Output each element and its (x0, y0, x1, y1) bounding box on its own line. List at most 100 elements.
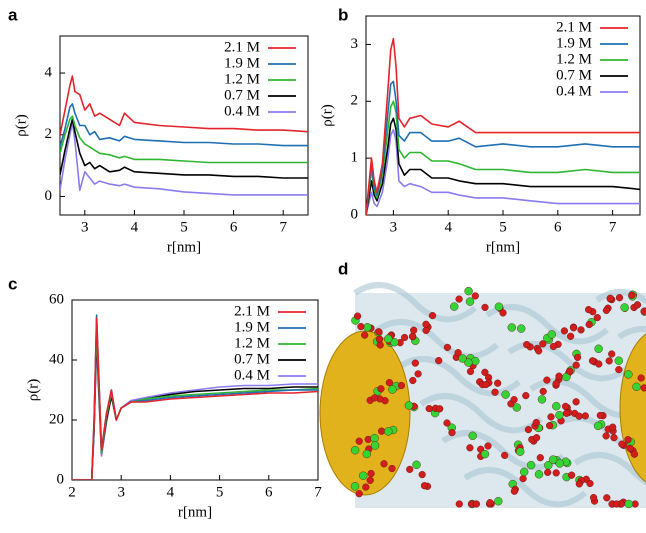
legend-label: 1.9 M (224, 55, 260, 71)
x-tick-label: 4 (131, 219, 139, 235)
atom (593, 314, 601, 322)
atom (350, 446, 360, 455)
atom (361, 331, 369, 339)
atom (404, 401, 414, 410)
x-tick-label: 4 (167, 484, 175, 500)
atom (354, 312, 362, 320)
x-tick-label: 4 (444, 219, 452, 235)
atom (406, 465, 414, 474)
atom (539, 340, 547, 348)
atom (471, 356, 480, 366)
atom (362, 449, 371, 459)
atom (637, 374, 645, 382)
atom (534, 470, 544, 479)
atom (593, 421, 603, 431)
atom (569, 324, 578, 332)
atom (618, 440, 626, 448)
atom (543, 376, 551, 384)
atom (547, 413, 555, 421)
surface (617, 326, 646, 340)
series-line (366, 100, 640, 215)
atom (520, 467, 529, 477)
atom (624, 370, 633, 379)
y-tick-label: 4 (45, 64, 53, 80)
atom (481, 303, 489, 312)
atom (428, 312, 437, 320)
atom (472, 500, 481, 508)
atom (367, 469, 375, 478)
atom (552, 380, 560, 388)
legend-label: 0.4 M (556, 83, 592, 99)
atom (549, 342, 558, 351)
x-axis-label: r[nm] (167, 239, 201, 255)
chart-panel: 3 4 5 6 7 0 2 4 r[nm] ρ(r) 2.1 M1.9 M1.2 M0.7 M0.4… (8, 5, 309, 255)
atom (560, 327, 569, 335)
atom (385, 379, 394, 387)
atom (614, 356, 623, 365)
atom (584, 306, 593, 314)
atom (484, 442, 492, 450)
atom (422, 326, 430, 335)
y-tick-label: 3 (351, 36, 359, 52)
chart-panel: 3 4 5 6 7 0 1 2 3 r[nm] ρ(r) 2.1 M1.9 M1.2 M0.7 M0.… (319, 5, 641, 255)
surface (397, 356, 521, 397)
atom (448, 429, 456, 437)
x-tick-label: 6 (230, 219, 238, 235)
atom (494, 302, 504, 311)
atom (594, 344, 603, 353)
atom (482, 381, 490, 389)
y-tick-label: 2 (351, 93, 359, 109)
atom (552, 469, 560, 477)
atom (522, 392, 530, 400)
atom (562, 409, 571, 417)
panel-label: d (338, 259, 348, 278)
atom (420, 482, 429, 490)
atom (468, 431, 477, 440)
atom (422, 320, 430, 328)
atom (363, 323, 372, 332)
legend-label: 0.4 M (224, 103, 260, 119)
atom (575, 412, 583, 420)
y-axis-label: ρ(r) (13, 114, 29, 136)
legend-label: 2.1 M (234, 303, 270, 319)
atom (612, 500, 621, 508)
atom (595, 360, 603, 368)
atom (567, 471, 576, 479)
atom (512, 403, 521, 412)
atom (552, 402, 561, 411)
y-tick-label: 1 (351, 150, 359, 166)
atom (573, 353, 582, 362)
atom (577, 326, 585, 334)
atom (370, 434, 379, 443)
surface (573, 452, 646, 486)
atom (609, 423, 617, 431)
atom (388, 464, 396, 473)
atom (640, 307, 646, 315)
series-line (60, 103, 308, 148)
atom (371, 394, 379, 402)
atom (566, 332, 575, 340)
atom (418, 471, 426, 479)
legend-label: 0.4 M (234, 367, 270, 383)
atom (544, 468, 552, 477)
atom (464, 358, 473, 367)
series-line (72, 317, 318, 480)
atom (555, 372, 563, 380)
atom (537, 395, 547, 404)
atom (357, 323, 365, 331)
atom (535, 347, 543, 355)
atom (436, 405, 444, 413)
surface (463, 467, 587, 508)
atom (414, 370, 422, 378)
atom (384, 427, 393, 436)
atom (401, 333, 409, 342)
legend-label: 0.7 M (234, 351, 270, 367)
atom (378, 427, 386, 435)
atom (536, 454, 544, 462)
atom (640, 384, 646, 392)
atom (370, 441, 380, 450)
series-line (60, 118, 308, 179)
atom (455, 295, 463, 303)
atom (491, 388, 499, 396)
